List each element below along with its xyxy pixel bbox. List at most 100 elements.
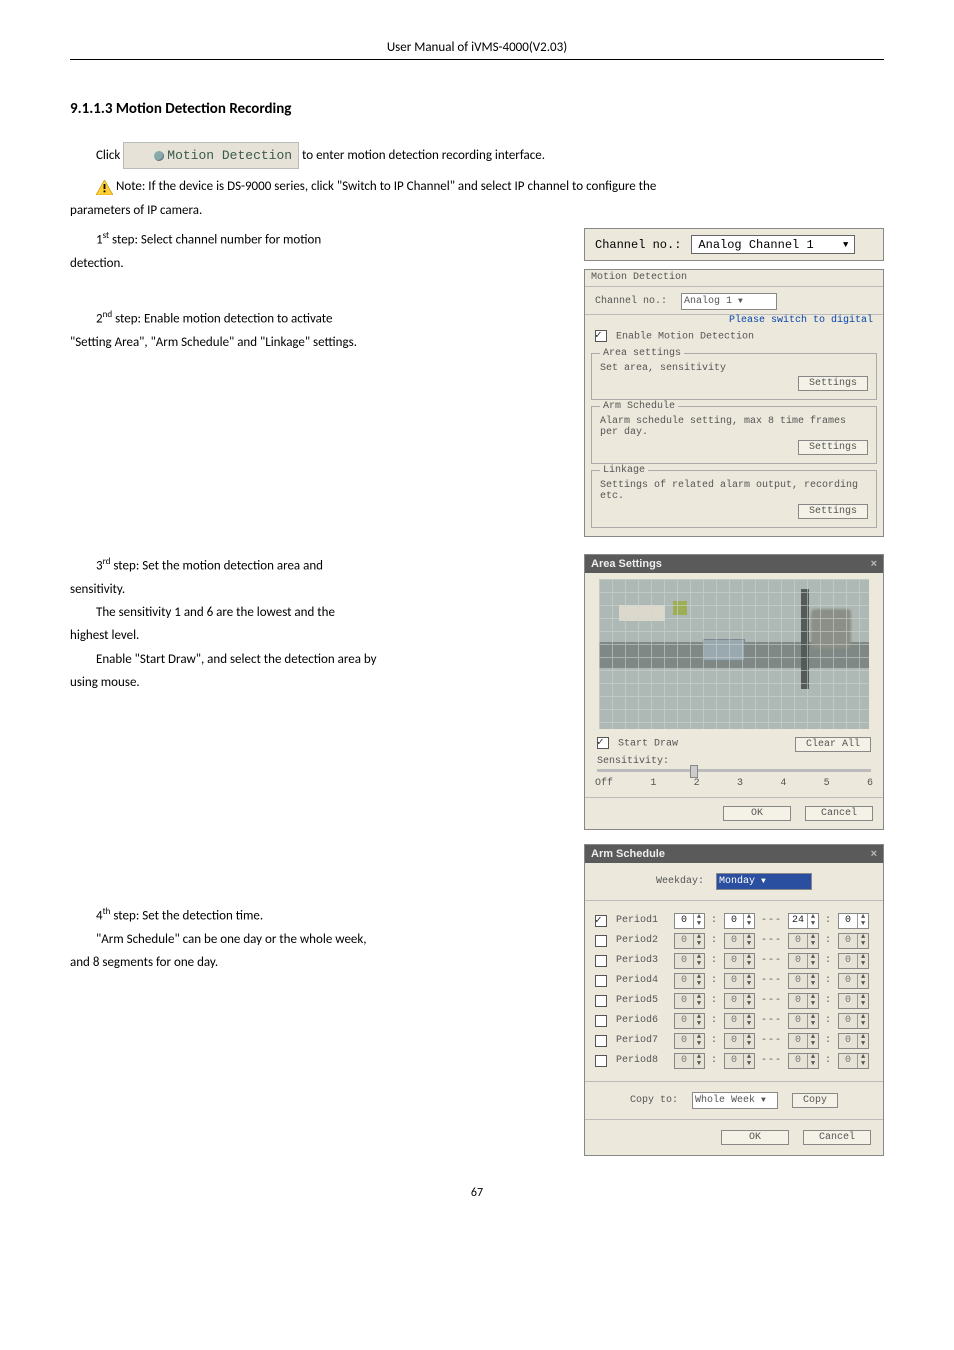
period-row: Period30▲▼:0▲▼---0▲▼:0▲▼: [595, 953, 873, 969]
sens-tick: 3: [737, 778, 743, 789]
area-cancel-button[interactable]: Cancel: [805, 806, 873, 821]
click-prefix: Click: [96, 148, 120, 163]
page-number: 67: [70, 1186, 884, 1200]
enable-md-label: Enable Motion Detection: [616, 332, 754, 343]
period-row: Period50▲▼:0▲▼---0▲▼:0▲▼: [595, 993, 873, 1009]
period-checkbox[interactable]: [595, 1035, 607, 1047]
arm-cancel-button[interactable]: Cancel: [803, 1130, 871, 1145]
area-desc: Set area, sensitivity: [600, 363, 868, 374]
time-spinner[interactable]: 0▲▼: [838, 913, 869, 929]
step3-g: using mouse.: [70, 671, 564, 694]
chevron-down-icon: ▼: [761, 1096, 766, 1105]
md-title: Motion Detection: [585, 270, 883, 283]
section-heading: 9.1.1.3 Motion Detection Recording: [70, 100, 884, 118]
time-spinner: 0▲▼: [674, 1013, 705, 1029]
start-draw-checkbox[interactable]: [597, 737, 609, 749]
sens-tick: 6: [867, 778, 873, 789]
time-spinner[interactable]: 24▲▼: [788, 913, 819, 929]
period-label: Period1: [616, 915, 668, 926]
close-icon[interactable]: ×: [871, 848, 877, 860]
time-spinner: 0▲▼: [838, 933, 869, 949]
copy-to-value: Whole Week: [695, 1095, 755, 1106]
warning-icon: [96, 180, 113, 195]
period-label: Period2: [616, 935, 668, 946]
sensitivity-label: Sensitivity:: [585, 754, 883, 767]
period-checkbox[interactable]: [595, 1015, 607, 1027]
motion-detection-button[interactable]: Motion Detection: [123, 142, 299, 169]
md-chan-select[interactable]: Analog 1▼: [681, 293, 777, 310]
enable-md-checkbox[interactable]: [595, 330, 607, 342]
step2-num: 2: [96, 311, 103, 326]
weekday-select[interactable]: Monday ▼: [716, 873, 812, 890]
linkage-group-label: Linkage: [600, 465, 648, 476]
time-spinner: 0▲▼: [724, 973, 755, 989]
time-spinner: 0▲▼: [788, 973, 819, 989]
arm-dialog-title: Arm Schedule: [591, 848, 665, 860]
period-label: Period3: [616, 955, 668, 966]
period-row: Period40▲▼:0▲▼---0▲▼:0▲▼: [595, 973, 873, 989]
time-spinner: 0▲▼: [724, 1033, 755, 1049]
weekday-value: Monday: [719, 876, 755, 887]
time-spinner: 0▲▼: [838, 1013, 869, 1029]
step4-num: 4: [96, 908, 103, 923]
copy-to-select[interactable]: Whole Week ▼: [692, 1092, 778, 1109]
step3-num: 3: [96, 558, 103, 573]
period-label: Period5: [616, 995, 668, 1006]
period-checkbox[interactable]: [595, 975, 607, 987]
step4-d: and 8 segments for one day.: [70, 951, 564, 974]
time-spinner: 0▲▼: [788, 953, 819, 969]
sens-tick: Off: [595, 778, 613, 789]
time-spinner: 0▲▼: [838, 973, 869, 989]
time-spinner: 0▲▼: [724, 993, 755, 1009]
time-spinner: 0▲▼: [724, 1013, 755, 1029]
time-spinner[interactable]: 0▲▼: [674, 913, 705, 929]
time-spinner: 0▲▼: [788, 993, 819, 1009]
motion-detection-label: Motion Detection: [167, 148, 292, 163]
sens-tick: 5: [824, 778, 830, 789]
switch-to-digital-link[interactable]: Please switch to digital: [585, 313, 881, 326]
period-checkbox[interactable]: [595, 935, 607, 947]
close-icon[interactable]: ×: [871, 558, 877, 570]
channel-no-value: Analog Channel 1: [698, 238, 813, 252]
linkage-group: Linkage Settings of related alarm output…: [591, 470, 877, 528]
period-checkbox[interactable]: [595, 1055, 607, 1067]
md-chan-value: Analog 1: [684, 296, 732, 307]
area-ok-button[interactable]: OK: [723, 806, 791, 821]
clear-all-button[interactable]: Clear All: [795, 737, 871, 752]
channel-no-select[interactable]: Analog Channel 1 ▼: [691, 235, 855, 254]
click-suffix: to enter motion detection recording inte…: [302, 148, 545, 163]
period-row: Period80▲▼:0▲▼---0▲▼:0▲▼: [595, 1053, 873, 1069]
period-row: Period60▲▼:0▲▼---0▲▼:0▲▼: [595, 1013, 873, 1029]
chevron-down-icon: ▼: [761, 877, 766, 886]
period-checkbox[interactable]: [595, 955, 607, 967]
time-spinner: 0▲▼: [674, 1053, 705, 1069]
arm-ok-button[interactable]: OK: [721, 1130, 789, 1145]
arm-schedule-group: Arm Schedule Alarm schedule setting, max…: [591, 406, 877, 464]
time-spinner: 0▲▼: [674, 973, 705, 989]
period-row: Period20▲▼:0▲▼---0▲▼:0▲▼: [595, 933, 873, 949]
arm-group-label: Arm Schedule: [600, 401, 678, 412]
time-spinner: 0▲▼: [724, 933, 755, 949]
time-spinner: 0▲▼: [788, 933, 819, 949]
step3-e: highest level.: [70, 624, 564, 647]
arm-settings-button[interactable]: Settings: [798, 440, 868, 455]
period-label: Period4: [616, 975, 668, 986]
start-draw-label: Start Draw: [618, 739, 678, 750]
sensitivity-slider[interactable]: [597, 769, 871, 772]
step2-b: step: Enable motion detection to activat…: [112, 311, 332, 326]
step3-f: Enable "Start Draw", and select the dete…: [70, 648, 564, 671]
copy-button[interactable]: Copy: [792, 1093, 838, 1108]
linkage-settings-button[interactable]: Settings: [798, 504, 868, 519]
copy-to-label: Copy to:: [630, 1095, 678, 1106]
channel-no-label: Channel no.:: [595, 238, 681, 252]
step1-b: step: Select channel number for motion: [109, 233, 321, 248]
time-spinner[interactable]: 0▲▼: [724, 913, 755, 929]
sensitivity-scale: Off123456: [585, 778, 883, 793]
period-checkbox[interactable]: [595, 995, 607, 1007]
time-spinner: 0▲▼: [838, 993, 869, 1009]
area-preview-grid[interactable]: [599, 579, 869, 729]
period-checkbox[interactable]: [595, 915, 607, 927]
area-settings-button[interactable]: Settings: [798, 376, 868, 391]
time-spinner: 0▲▼: [724, 953, 755, 969]
channel-no-bar: Channel no.: Analog Channel 1 ▼: [584, 228, 884, 261]
